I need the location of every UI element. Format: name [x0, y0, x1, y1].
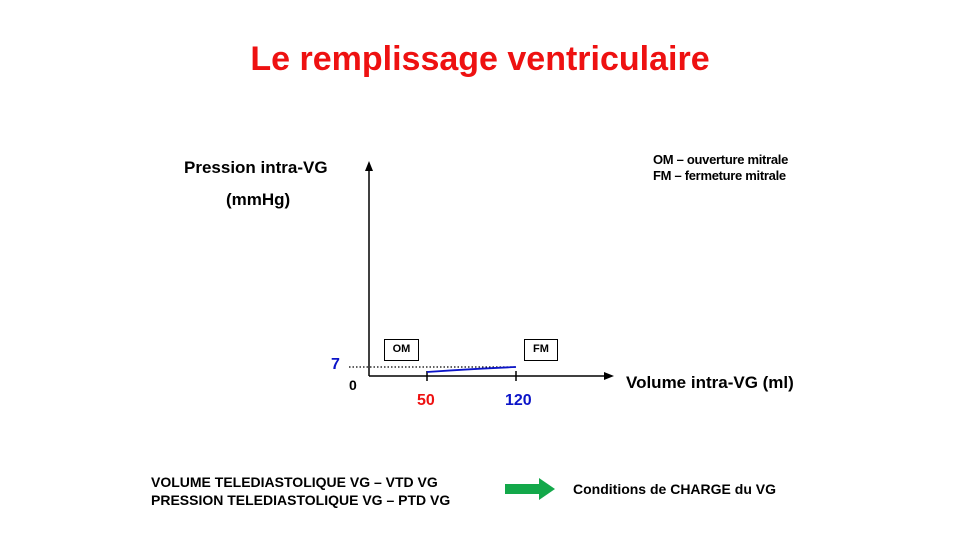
- tick-label-50: 50: [417, 392, 435, 409]
- definition-ptd: PRESSION TELEDIASTOLIQUE VG – PTD VG: [151, 492, 451, 508]
- tick-label-origin: 0: [349, 377, 357, 393]
- y-axis-arrowhead: [365, 161, 373, 171]
- legend: OM – ouverture mitrale FM – fermeture mi…: [653, 152, 788, 184]
- om-marker-box: OM: [384, 339, 419, 361]
- load-conditions-label: Conditions de CHARGE du VG: [573, 481, 776, 497]
- x-axis-label: Volume intra-VG (ml): [626, 373, 794, 392]
- legend-om: OM – ouverture mitrale: [653, 152, 788, 167]
- fm-marker-box: FM: [524, 339, 558, 361]
- green-arrow-icon: [505, 478, 555, 500]
- y-axis-unit: (mmHg): [226, 190, 291, 209]
- filling-curve: [426, 366, 517, 373]
- y-axis-label: Pression intra-VG: [184, 158, 328, 177]
- definition-vtd: VOLUME TELEDIASTOLIQUE VG – VTD VG: [151, 474, 438, 490]
- definitions: VOLUME TELEDIASTOLIQUE VG – VTD VG PRESS…: [151, 473, 450, 509]
- tick-label-7: 7: [331, 356, 340, 373]
- page-title: Le remplissage ventriculaire: [250, 40, 710, 78]
- legend-fm: FM – fermeture mitrale: [653, 168, 786, 183]
- x-axis-arrowhead: [604, 372, 614, 380]
- tick-label-120: 120: [505, 392, 532, 409]
